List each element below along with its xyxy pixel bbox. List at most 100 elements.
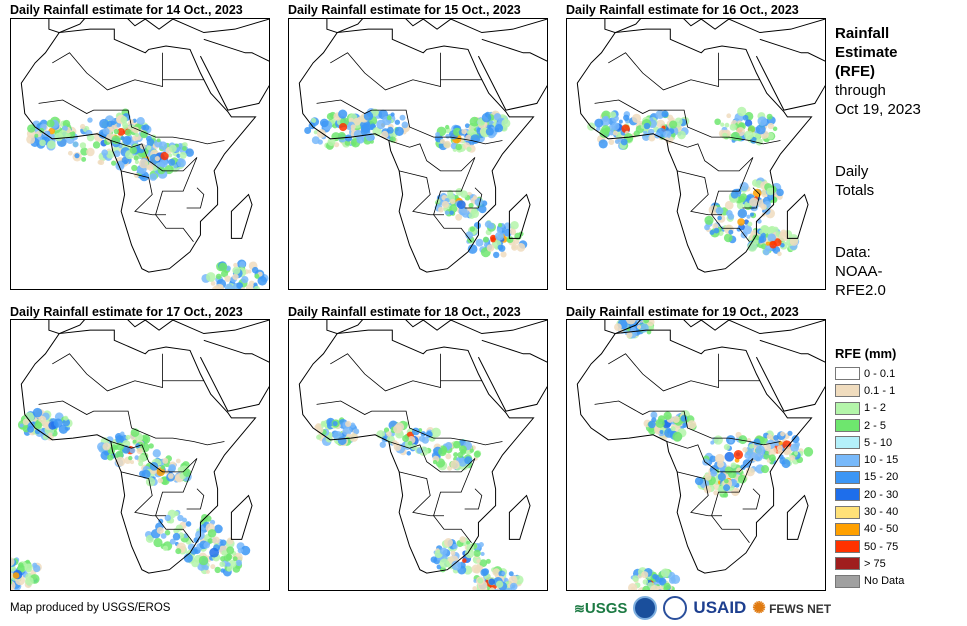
- rain-cell: [47, 140, 56, 149]
- rain-cell: [177, 514, 184, 522]
- rain-cell: [218, 284, 224, 289]
- rain-cell: [462, 558, 467, 563]
- rain-cell: [102, 127, 110, 135]
- rain-cell: [456, 200, 466, 209]
- legend-item: 20 - 30: [835, 486, 904, 503]
- rain-cell: [131, 164, 138, 172]
- country-border: [121, 471, 166, 517]
- side-totals: Daily Totals: [835, 163, 875, 199]
- rain-cell: [486, 244, 495, 252]
- rain-cell: [214, 566, 221, 574]
- rain-cell: [160, 151, 169, 161]
- map-canvas: [576, 19, 825, 273]
- rain-cell: [148, 443, 154, 449]
- rain-cell: [162, 545, 169, 551]
- rain-cell: [232, 556, 238, 562]
- rain-cell: [386, 126, 394, 134]
- rain-cell: [210, 281, 216, 286]
- rain-cell: [205, 569, 210, 574]
- rain-cell: [136, 116, 145, 126]
- rain-cell: [241, 275, 249, 284]
- rain-cell: [704, 224, 710, 231]
- rain-cell: [760, 465, 770, 474]
- rain-cell: [11, 557, 15, 567]
- rain-cell: [62, 418, 71, 427]
- rain-cell: [632, 575, 639, 582]
- rain-cell: [134, 455, 140, 460]
- rain-cell: [482, 236, 489, 243]
- rain-cell: [490, 237, 496, 243]
- rain-cell: [472, 195, 478, 200]
- rain-cell: [495, 231, 504, 241]
- rain-cell: [724, 466, 733, 475]
- rain-cell: [215, 273, 222, 280]
- rain-cell: [152, 449, 161, 458]
- rain-cell: [663, 130, 672, 139]
- rain-cell: [469, 226, 476, 232]
- rain-cell: [86, 133, 95, 142]
- arabia-coastline: [477, 339, 547, 412]
- rain-cell: [773, 439, 780, 447]
- madagascar-coastline: [786, 193, 809, 239]
- rain-cell: [430, 556, 438, 563]
- country-border: [316, 99, 503, 145]
- rain-cell: [441, 200, 449, 209]
- rain-cell: [209, 547, 219, 558]
- rain-cell: [386, 431, 392, 437]
- rain-cell: [449, 210, 454, 216]
- rain-cell: [393, 424, 403, 434]
- rain-cell: [111, 160, 117, 166]
- rain-cell: [345, 420, 352, 428]
- rain-cell: [154, 155, 160, 162]
- rain-cell: [34, 133, 39, 138]
- rain-cell: [445, 453, 452, 460]
- rain-cell: [737, 474, 747, 484]
- usgs-logo: ≋USGS: [574, 599, 628, 617]
- rain-cell: [232, 266, 241, 275]
- legend-item: 2 - 5: [835, 417, 904, 434]
- rain-cell: [473, 566, 481, 574]
- legend-swatch: [835, 574, 860, 588]
- rain-cell: [42, 434, 49, 440]
- rain-cell: [379, 441, 386, 448]
- rain-cell: [353, 428, 360, 435]
- rain-cell: [160, 465, 166, 470]
- rain-cell: [726, 113, 732, 119]
- rain-cell: [480, 551, 485, 557]
- rain-cell: [226, 537, 234, 545]
- legend-swatch: [835, 470, 860, 484]
- rain-cell: [509, 582, 518, 590]
- rain-cell: [473, 450, 481, 458]
- rain-cell: [768, 454, 776, 462]
- map-canvas: [11, 320, 269, 590]
- rain-cell: [136, 447, 144, 455]
- rain-cell: [134, 159, 140, 165]
- country-border: [38, 400, 225, 446]
- rain-cell: [643, 122, 651, 130]
- rain-cell: [488, 578, 496, 586]
- legend-item: 15 - 20: [835, 469, 904, 486]
- rain-cell: [729, 439, 734, 444]
- rain-cell: [444, 210, 450, 215]
- rain-cell: [116, 122, 122, 128]
- rain-cell: [120, 116, 128, 124]
- rainfall-map-oct-19: [566, 319, 826, 591]
- rain-cell: [220, 568, 225, 573]
- rain-cell: [766, 433, 773, 440]
- rain-cell: [641, 571, 649, 579]
- rain-cell: [173, 164, 178, 169]
- rain-cell: [672, 431, 683, 442]
- europe-coastline: [326, 320, 547, 335]
- rain-cell: [443, 538, 453, 547]
- rain-cell: [465, 231, 474, 240]
- rain-cell: [39, 127, 45, 134]
- rain-cell: [602, 115, 609, 122]
- rain-cell: [781, 459, 791, 469]
- rain-cell: [157, 477, 164, 484]
- rain-cell: [12, 572, 20, 579]
- rain-cell: [768, 225, 776, 233]
- rain-cell: [791, 435, 800, 444]
- country-border: [594, 400, 781, 446]
- madagascar-coastline: [508, 193, 531, 239]
- legend-label: 40 - 50: [864, 523, 899, 536]
